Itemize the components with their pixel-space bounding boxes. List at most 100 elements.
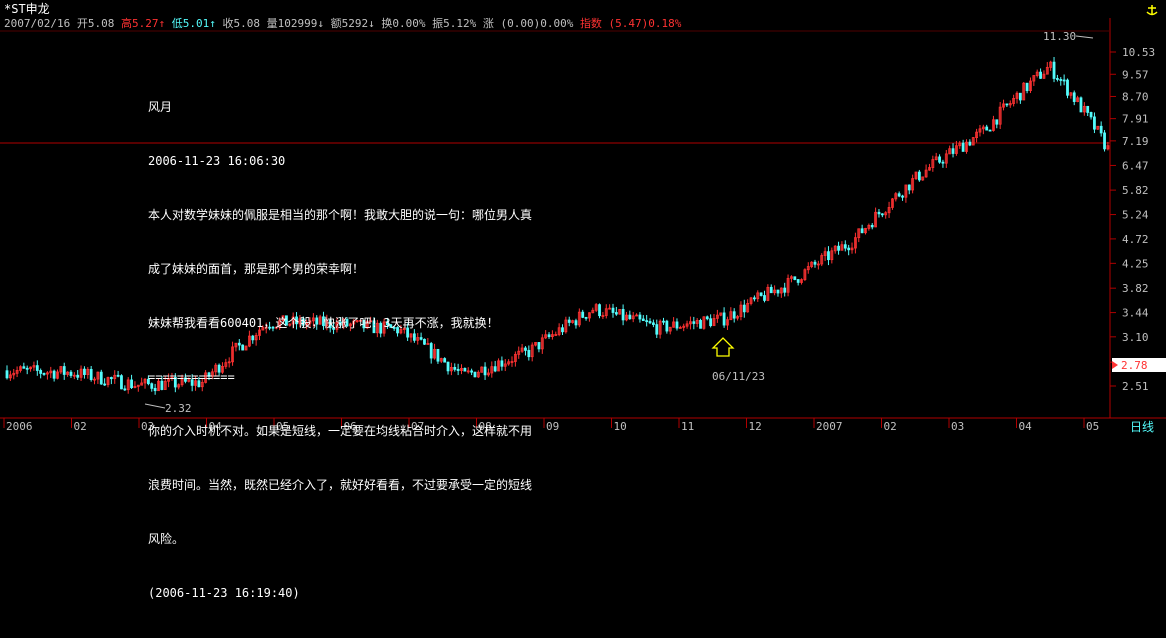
candle-body	[843, 244, 847, 249]
candle-body	[1072, 92, 1076, 102]
candle-body	[998, 106, 1002, 125]
candle-body	[699, 320, 702, 329]
candle-body	[763, 295, 766, 301]
candle-body	[537, 342, 541, 350]
candle-body	[399, 329, 403, 334]
annotation-line: 风险。	[148, 532, 185, 546]
candle-body	[466, 370, 470, 373]
candle-body	[25, 367, 29, 370]
candle-body	[1018, 92, 1022, 101]
candle-body	[854, 237, 857, 249]
candle-body	[99, 371, 103, 385]
candle-body	[301, 318, 305, 326]
candle-body	[695, 320, 699, 324]
candle-body	[958, 142, 962, 147]
candle-body	[69, 371, 73, 376]
candle-body	[1035, 71, 1039, 76]
candle-body	[1076, 97, 1079, 102]
candle-body	[244, 345, 248, 351]
time-tick-label: 11	[681, 420, 694, 433]
candle-body	[857, 228, 861, 239]
candle-body	[490, 366, 494, 374]
candle-body	[1029, 80, 1032, 92]
candle-body	[409, 333, 413, 338]
anchor-icon[interactable]	[1145, 3, 1159, 17]
candle-body	[931, 159, 935, 168]
candle-body	[365, 320, 369, 329]
candle-body	[598, 304, 601, 317]
candle-body	[56, 371, 59, 379]
candle-body	[39, 370, 43, 374]
candle-body	[268, 326, 272, 329]
candle-body	[315, 317, 319, 325]
period-tab[interactable]: 日线	[1130, 420, 1154, 434]
candle-body	[470, 370, 474, 373]
candle-body	[702, 316, 706, 329]
candle-body	[15, 370, 19, 374]
candle-body	[160, 380, 164, 390]
candle-body	[1008, 103, 1012, 106]
current-price-tag	[1112, 358, 1166, 372]
candle-body	[187, 379, 191, 382]
candle-body	[423, 338, 426, 345]
candle-body	[769, 286, 773, 294]
candle-body	[557, 327, 561, 335]
candle-body	[689, 321, 692, 325]
quote-field: 振5.12%	[432, 16, 483, 30]
candle-body	[864, 227, 867, 234]
candle-body	[392, 327, 396, 329]
candle-body	[894, 193, 898, 200]
candle-body	[709, 318, 713, 327]
candle-body	[759, 292, 763, 296]
current-price-pointer-icon	[1112, 361, 1118, 369]
time-tick-label: 2006	[6, 420, 33, 433]
candle-body	[288, 323, 292, 326]
candle-body	[901, 195, 904, 198]
candlestick-chart: *ST申龙 10.53 9.57 8.70 7.91 7.19 6.47 5.82 5.24 4…	[0, 2, 1166, 434]
price-tick-label: 7.91	[1122, 113, 1149, 126]
quote-field: 收5.08	[222, 16, 266, 30]
quote-field: 高5.27↑	[121, 16, 172, 30]
candle-body	[837, 245, 840, 251]
candle-body	[567, 319, 571, 323]
candle-body	[382, 321, 386, 334]
candle-body	[884, 212, 888, 216]
candle-body	[348, 323, 352, 327]
candle-body	[429, 343, 433, 359]
high-price-label: 11.30	[1043, 30, 1076, 43]
quote-bar: 2007/02/16 开5.08 高5.27↑ 低5.01↑ 收5.08 量10…	[4, 16, 682, 30]
candle-body	[375, 322, 379, 334]
candle-body	[402, 327, 406, 330]
candle-body	[1069, 92, 1073, 96]
candle-body	[631, 315, 635, 320]
candle-body	[1012, 98, 1016, 104]
candle-body	[476, 371, 480, 378]
candle-body	[914, 171, 918, 179]
candle-body	[446, 361, 450, 372]
candle-body	[507, 361, 511, 365]
price-tick-label: 5.82	[1122, 184, 1149, 197]
candle-body	[271, 326, 275, 329]
annotation-line: 本人对数学妹妹的佩服是相当的那个啊！我敢大胆的说一句：哪位男人真	[148, 208, 533, 222]
price-tick-label: 3.10	[1122, 331, 1149, 344]
candle-body	[510, 361, 514, 363]
candle-body	[530, 344, 534, 358]
candle-body	[924, 169, 928, 178]
candle-body	[386, 321, 389, 326]
time-tick-label: 08	[479, 420, 492, 433]
candle-body	[911, 178, 915, 191]
candle-body	[564, 319, 568, 333]
price-tick-label: 8.70	[1122, 90, 1149, 103]
candle-body	[665, 320, 669, 332]
candle-body	[76, 374, 80, 378]
candle-body	[247, 335, 251, 347]
candle-body	[42, 373, 46, 375]
candle-body	[157, 380, 160, 392]
price-tick-label: 10.53	[1122, 46, 1155, 59]
candle-body	[200, 381, 204, 388]
candle-body	[130, 379, 133, 389]
candle-body	[194, 380, 197, 386]
candle-body	[779, 287, 783, 294]
quote-field: 指数 (5.47)0.18%	[580, 16, 682, 30]
time-tick-label: 09	[546, 420, 559, 433]
